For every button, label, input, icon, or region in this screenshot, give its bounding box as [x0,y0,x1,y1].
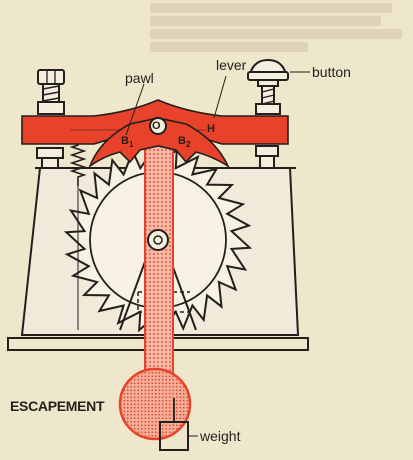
marker-b1: B1 [121,135,134,150]
label-button: button [312,64,351,80]
marker-h: H [207,123,215,135]
pendulum-rod [144,127,174,389]
pivot-o [149,117,167,135]
background-text-fragment [150,0,413,64]
pawl [88,117,230,169]
marker-o: O [152,120,161,132]
button-assembly [247,58,289,169]
label-pawl: pawl [125,70,154,86]
pendulum-bob [118,367,192,441]
label-escapement: ESCAPEMENT [10,398,105,414]
label-lever: lever [216,57,247,73]
lever-pointer [213,75,227,119]
label-weight: weight [200,428,241,444]
left-bolt [36,69,65,169]
spring [69,138,87,186]
wheel-hub [147,229,169,251]
pawl-pointer [125,83,145,136]
marker-b2: B2 [178,135,191,150]
